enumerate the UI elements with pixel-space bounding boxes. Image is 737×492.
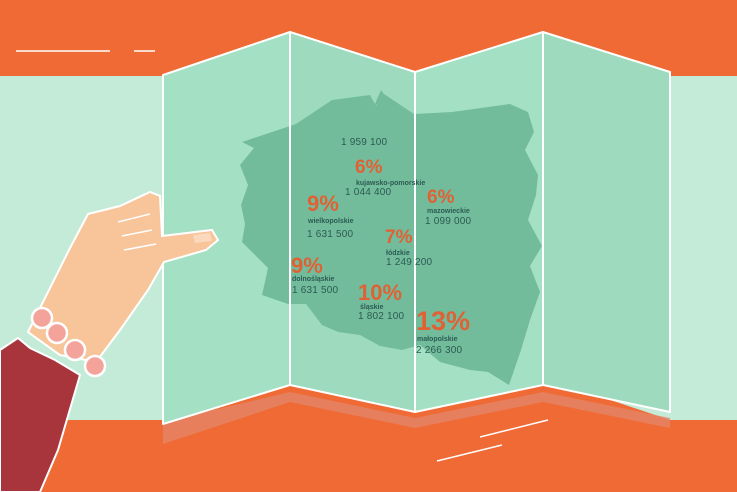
region-percent: 9% (307, 191, 339, 216)
region-value: 1 249 200 (386, 257, 433, 268)
region-name: łódzkie (386, 250, 410, 257)
region-value: 1 631 500 (307, 229, 354, 240)
region-value: 1 099 000 (425, 216, 472, 227)
region-percent: 6% (355, 157, 383, 178)
finger-crease-3 (123, 243, 157, 251)
region-percent: 13% (416, 306, 471, 336)
region-name: śląskie (360, 304, 384, 311)
region-value: 1 044 400 (345, 187, 392, 198)
region-value: 1 802 100 (358, 311, 405, 322)
sleeve (0, 336, 82, 492)
baltic-notch (374, 90, 387, 106)
bottom-dash-1 (479, 419, 549, 438)
region-name: wielkopolskie (308, 218, 354, 225)
poland-silhouette-icon (240, 94, 542, 385)
region-name: dolnośląskie (292, 276, 335, 283)
bottom-dash-2 (436, 444, 503, 462)
bottom-orange-ground (0, 378, 737, 492)
hand-icon (26, 190, 220, 364)
thumb-nail (193, 233, 212, 243)
region-percent: 6% (427, 187, 455, 208)
region-name: mazowieckie (427, 208, 470, 215)
folded-map-shadow (163, 392, 670, 444)
finger-crease-1 (117, 213, 151, 223)
region-value: 2 266 300 (416, 345, 463, 356)
forearm-skin (26, 190, 220, 364)
region-percent: 7% (385, 227, 413, 248)
region-value: 1 631 500 (292, 285, 339, 296)
total-value: 1 959 100 (341, 137, 388, 148)
region-name: małopolskie (417, 336, 458, 343)
finger-crease-2 (121, 229, 153, 237)
region-percent: 10% (358, 280, 403, 305)
map-panel-4 (542, 31, 671, 413)
bracelet-icon (30, 306, 107, 378)
region-percent: 9% (291, 253, 323, 278)
region-name: kujawsko-pomorskie (356, 180, 426, 187)
